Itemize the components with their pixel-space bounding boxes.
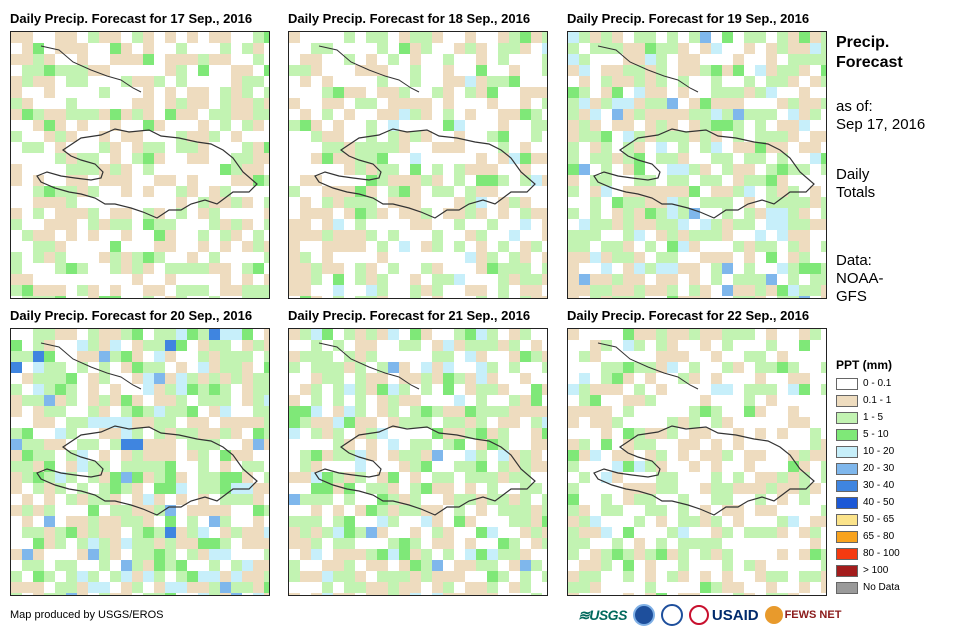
data-source-line2: NOAA- — [836, 270, 884, 287]
precip-map-sep-22 — [567, 328, 827, 596]
legend-label: 50 - 65 — [863, 514, 895, 525]
as-of-date: as of: Sep 17, 2016 — [836, 98, 925, 134]
data-source-label: Data: — [836, 252, 872, 269]
legend-label: 0 - 0.1 — [863, 378, 892, 389]
cuba-outline — [318, 45, 420, 93]
map-canvas — [289, 32, 547, 298]
hispaniola-outline — [36, 128, 258, 219]
sidebar-title-line2: Forecast — [836, 54, 903, 71]
legend-label: 1 - 5 — [863, 412, 884, 423]
map-credit: Map produced by USGS/EROS — [10, 609, 164, 621]
hispaniola-outline — [593, 128, 815, 219]
legend-item: 50 - 65 — [836, 512, 894, 527]
legend-swatch — [836, 411, 858, 424]
noaa-logo-icon — [632, 604, 655, 626]
legend-label: 10 - 20 — [863, 446, 895, 457]
legend-label: > 100 — [863, 565, 889, 576]
legend-label: 5 - 10 — [863, 429, 889, 440]
legend-swatch — [836, 513, 858, 526]
legend-item: 10 - 20 — [836, 444, 894, 459]
legend-item: 80 - 100 — [836, 546, 900, 561]
legend-swatch — [836, 377, 858, 390]
legend-swatch — [836, 479, 858, 492]
usaid-logo: USAID — [688, 605, 759, 625]
map-canvas — [568, 329, 826, 595]
map-canvas — [11, 329, 269, 595]
legend-label: 0.1 - 1 — [863, 395, 892, 406]
totals-label: Totals — [836, 184, 876, 201]
usaid-seal-icon — [688, 605, 709, 625]
cuba-outline — [597, 45, 699, 93]
legend-item: 20 - 30 — [836, 461, 894, 476]
data-source-line3: GFS — [836, 288, 867, 305]
dhs-seal-icon — [660, 604, 683, 626]
usaid-wordmark: USAID — [711, 606, 759, 624]
legend-swatch — [836, 581, 858, 594]
panel-title-5: Daily Precip. Forecast for 21 Sep., 2016 — [288, 308, 531, 323]
as-of-value: Sep 17, 2016 — [836, 116, 926, 133]
legend-label: 40 - 50 — [863, 497, 895, 508]
fews-wordmark: FEWS NET — [784, 609, 842, 621]
daily-totals-note: Daily Totals — [836, 166, 875, 202]
legend-swatch — [836, 496, 858, 509]
cuba-outline — [40, 45, 142, 93]
hispaniola-outline — [593, 425, 815, 516]
map-canvas — [289, 329, 547, 595]
fews-sun-icon — [764, 606, 783, 624]
legend-item: 5 - 10 — [836, 427, 889, 442]
hispaniola-outline — [314, 128, 536, 219]
fews-net-logo: FEWS NET — [764, 606, 842, 624]
legend-title: PPT (mm) — [836, 358, 893, 372]
cuba-outline — [597, 342, 699, 390]
as-of-label: as of: — [836, 98, 873, 115]
map-canvas — [568, 32, 826, 298]
data-source: Data: NOAA- GFS — [836, 252, 884, 306]
panel-title-1: Daily Precip. Forecast for 17 Sep., 2016 — [10, 11, 253, 26]
legend-item: 65 - 80 — [836, 529, 894, 544]
map-canvas — [11, 32, 269, 298]
precip-map-sep-17 — [10, 31, 270, 299]
hispaniola-outline — [36, 425, 258, 516]
legend-swatch — [836, 530, 858, 543]
cuba-outline — [318, 342, 420, 390]
legend-swatch — [836, 564, 858, 577]
legend-label: 80 - 100 — [863, 548, 900, 559]
legend-item: No Data — [836, 580, 900, 595]
legend-swatch — [836, 428, 858, 441]
hispaniola-outline — [314, 425, 536, 516]
legend-swatch — [836, 445, 858, 458]
legend-swatch — [836, 462, 858, 475]
logo-strip: ≋USGS USAID FEWS NET — [578, 602, 841, 628]
legend-swatch — [836, 394, 858, 407]
panel-title-2: Daily Precip. Forecast for 18 Sep., 2016 — [288, 11, 531, 26]
precip-map-sep-18 — [288, 31, 548, 299]
panel-title-4: Daily Precip. Forecast for 20 Sep., 2016 — [10, 308, 253, 323]
legend-swatch — [836, 547, 858, 560]
precip-map-sep-20 — [10, 328, 270, 596]
legend-item: 40 - 50 — [836, 495, 894, 510]
legend-label: 30 - 40 — [863, 480, 895, 491]
precip-map-sep-19 — [567, 31, 827, 299]
legend-label: 20 - 30 — [863, 463, 895, 474]
precip-map-sep-21 — [288, 328, 548, 596]
cuba-outline — [40, 342, 142, 390]
sidebar-title-line1: Precip. — [836, 34, 890, 51]
legend-item: 0.1 - 1 — [836, 393, 891, 408]
legend-item: 1 - 5 — [836, 410, 883, 425]
legend-label: No Data — [863, 582, 900, 593]
sidebar-title: Precip. Forecast — [836, 33, 903, 73]
legend-item: > 100 — [836, 563, 888, 578]
panel-title-3: Daily Precip. Forecast for 19 Sep., 2016 — [567, 11, 810, 26]
legend-item: 0 - 0.1 — [836, 376, 891, 391]
panel-title-6: Daily Precip. Forecast for 22 Sep., 2016 — [567, 308, 810, 323]
usgs-logo: ≋USGS — [578, 606, 627, 623]
daily-label: Daily — [836, 166, 870, 183]
legend-item: 30 - 40 — [836, 478, 894, 493]
legend-label: 65 - 80 — [863, 531, 895, 542]
